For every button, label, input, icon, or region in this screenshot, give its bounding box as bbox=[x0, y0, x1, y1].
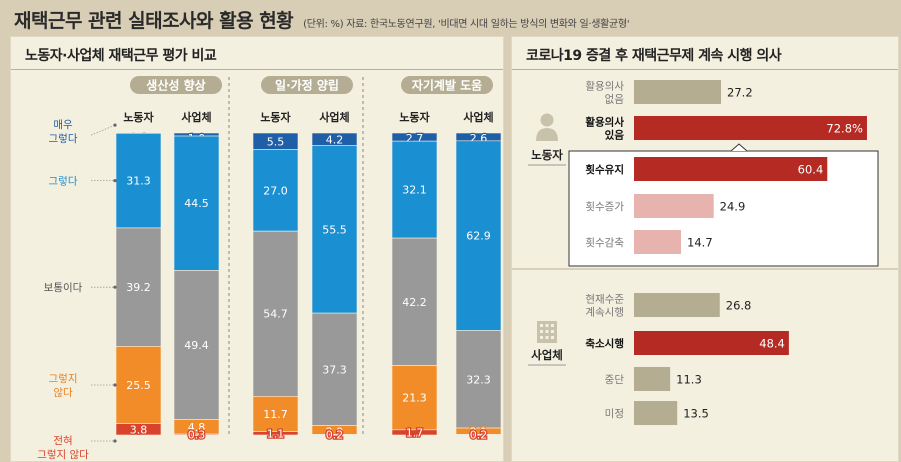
data-label: 37.3 bbox=[322, 363, 347, 376]
hbar bbox=[634, 194, 714, 218]
hbar-value-label: 24.9 bbox=[720, 200, 746, 214]
person-icon bbox=[541, 114, 554, 127]
hbar-category-label: 있음 bbox=[605, 130, 625, 142]
page-title: 재택근무 관련 실태조사와 활용 현황 bbox=[14, 6, 293, 33]
detail-box-pointer bbox=[731, 144, 747, 151]
hbar-value-label: 14.7 bbox=[687, 236, 713, 250]
group-label-worker: 노동자 bbox=[531, 148, 563, 162]
building-icon bbox=[540, 330, 543, 333]
data-label: 0.2 bbox=[326, 429, 344, 442]
hbar-category-label: 활용의사 bbox=[585, 80, 624, 93]
building-icon bbox=[546, 336, 549, 339]
legend-label: 매우 bbox=[53, 119, 73, 131]
hbar-category-label: 축소시행 bbox=[585, 337, 624, 350]
hbar-value-label: 48.4 bbox=[759, 337, 785, 351]
building-icon bbox=[551, 336, 554, 339]
data-label: 25.5 bbox=[126, 379, 151, 392]
data-label: 11.7 bbox=[263, 408, 288, 421]
legend-dot bbox=[113, 439, 116, 442]
data-label: 62.9 bbox=[466, 230, 491, 243]
legend-label: 그렇지 bbox=[49, 372, 78, 385]
data-label: 3.8 bbox=[130, 423, 148, 436]
legend-dot bbox=[113, 179, 116, 182]
data-label: 21.3 bbox=[402, 392, 427, 405]
building-icon bbox=[540, 324, 543, 327]
data-label: 5.5 bbox=[267, 135, 285, 148]
data-label: 32.3 bbox=[466, 373, 491, 386]
legend-label: 그렇지 않다 bbox=[37, 448, 89, 461]
hbar-category-label: 횟수유지 bbox=[585, 163, 624, 176]
building-icon bbox=[546, 330, 549, 333]
building-icon bbox=[546, 324, 549, 327]
hbar bbox=[634, 293, 720, 317]
legend-label: 전혀 bbox=[53, 435, 72, 447]
hbar-category-label: 계속시행 bbox=[585, 307, 624, 319]
hbar-value-label: 11.3 bbox=[676, 373, 702, 387]
data-label: 0.2 bbox=[470, 429, 488, 442]
legend-connector bbox=[91, 125, 115, 135]
building-icon bbox=[551, 330, 554, 333]
data-label: 39.2 bbox=[126, 281, 151, 294]
legend-dot bbox=[113, 286, 116, 289]
person-icon bbox=[536, 128, 558, 141]
data-label: 32.1 bbox=[402, 184, 427, 197]
hbar-category-label: 활용의사 bbox=[585, 116, 624, 129]
legend-dot bbox=[113, 124, 116, 127]
hbar-category-label: 없음 bbox=[605, 93, 625, 106]
hbar-value-label: 72.8% bbox=[826, 122, 863, 136]
group-label-0: 생산성 향상 bbox=[146, 78, 205, 93]
data-label: 4.2 bbox=[326, 133, 344, 146]
column-header: 사업체 bbox=[319, 110, 349, 124]
column-header: 노동자 bbox=[123, 110, 154, 124]
hbar bbox=[634, 401, 677, 425]
legend-label: 그렇다 bbox=[49, 132, 78, 145]
hbar-category-label: 횟수증가 bbox=[585, 201, 624, 213]
hbar-category-label: 중단 bbox=[605, 374, 625, 386]
data-label: 54.7 bbox=[263, 308, 288, 321]
source-note: (단위: %) 자료: 한국노동연구원, '비대면 시대 일하는 방식의 변화와… bbox=[303, 15, 629, 30]
data-label: 42.2 bbox=[402, 296, 427, 309]
column-header: 노동자 bbox=[260, 110, 291, 124]
data-label: 1.7 bbox=[406, 426, 424, 439]
legend-label: 그렇다 bbox=[49, 175, 78, 188]
header: 재택근무 관련 실태조사와 활용 현황 (단위: %) 자료: 한국노동연구원,… bbox=[14, 6, 629, 34]
building-icon bbox=[540, 336, 543, 339]
building-icon bbox=[551, 324, 554, 327]
group-label-1: 일·가정 양립 bbox=[275, 78, 339, 93]
legend-label: 않다 bbox=[53, 387, 73, 399]
hbar bbox=[634, 367, 670, 391]
hbar-category-label: 현재수준 bbox=[585, 294, 624, 306]
hbar bbox=[634, 80, 721, 104]
hbar-value-label: 60.4 bbox=[798, 163, 824, 177]
data-label: 49.4 bbox=[184, 339, 209, 352]
group-label-2: 자기계발 도움 bbox=[412, 78, 482, 93]
group-label-business: 사업체 bbox=[531, 348, 563, 362]
hbar-value-label: 13.5 bbox=[683, 407, 709, 421]
data-label: 55.5 bbox=[322, 223, 347, 236]
data-label: 1.1 bbox=[267, 427, 285, 440]
hbar-category-label: 횟수감축 bbox=[585, 237, 624, 249]
column-header: 노동자 bbox=[399, 110, 430, 124]
data-label: 31.3 bbox=[126, 175, 151, 188]
column-header: 사업체 bbox=[463, 110, 493, 124]
data-label: 44.5 bbox=[184, 197, 209, 210]
data-label: 0.3 bbox=[188, 429, 206, 442]
hbar bbox=[634, 230, 681, 254]
data-label: 27.0 bbox=[263, 184, 288, 197]
column-header: 사업체 bbox=[181, 110, 211, 124]
hbar-category-label: 미정 bbox=[605, 408, 624, 420]
hbar-value-label: 26.8 bbox=[726, 299, 752, 313]
legend-dot bbox=[113, 383, 116, 386]
legend-label: 보통이다 bbox=[44, 282, 83, 294]
hbar-value-label: 27.2 bbox=[727, 86, 753, 100]
